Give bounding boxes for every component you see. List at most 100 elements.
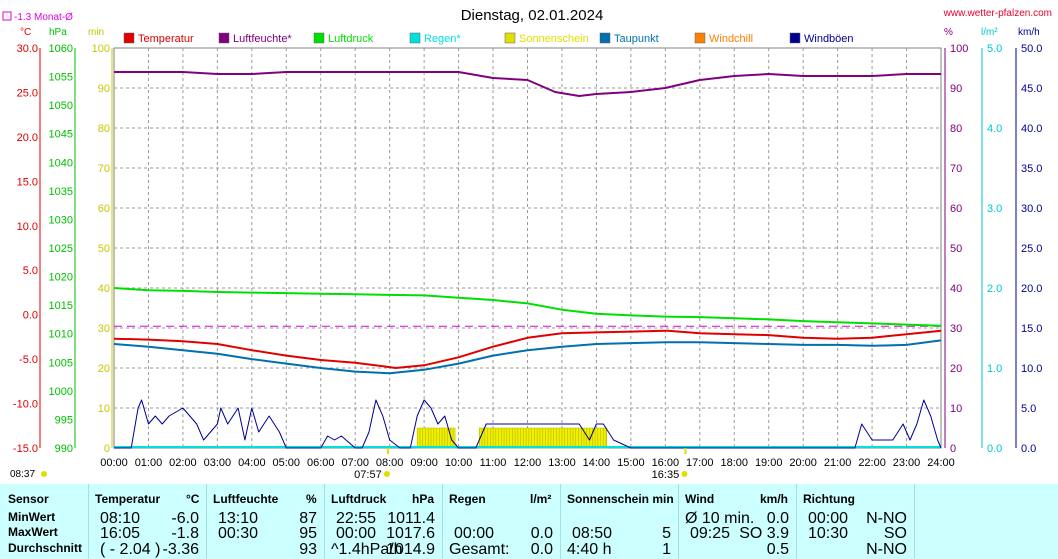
tick-label-rain: 1.0 — [987, 363, 1002, 375]
tick-label-time: 17:00 — [686, 457, 714, 469]
tick-label-pressure: 1030 — [49, 214, 73, 226]
tick-label-wind: 10.0 — [1021, 363, 1042, 375]
chart-title: Dienstag, 02.01.2024 — [461, 7, 604, 24]
tick-label-time: 04:00 — [238, 457, 266, 469]
tick-label-pressure: 1015 — [49, 300, 73, 312]
tick-label-rain: 0.0 — [987, 443, 1002, 455]
legend-label: Regen* — [424, 33, 461, 45]
legend-swatch — [218, 32, 230, 44]
tick-label-time: 19:00 — [755, 457, 783, 469]
tick-label-temp: 30.0 — [17, 43, 38, 55]
legend-label: Luftfeuchte* — [233, 33, 292, 45]
stats-table: Sensor MinWert MaxWert Durchschnitt Temp… — [0, 484, 1058, 559]
rain-total-val: 0.0 — [530, 541, 553, 558]
legend-swatch — [313, 32, 325, 44]
tick-label-pressure: 1055 — [49, 72, 73, 84]
tick-label-humidity: 40 — [950, 283, 962, 295]
legend-swatch — [599, 32, 611, 44]
tick-label-pressure: 1050 — [49, 100, 73, 112]
tick-label-time: 09:00 — [410, 457, 438, 469]
hdr-temp-unit: °C — [186, 492, 200, 506]
tick-label-temp: 10.0 — [17, 221, 38, 233]
row-avg-label: Durchschnitt — [8, 541, 83, 555]
tick-label-humidity: 30 — [950, 323, 962, 335]
tick-label-pressure: 1040 — [49, 157, 73, 169]
series-luftdruck — [113, 287, 942, 327]
tick-label-wind: 35.0 — [1021, 163, 1042, 175]
tick-label-time: 00:00 — [100, 457, 128, 469]
wind-min-val: 0.0 — [766, 510, 789, 527]
legend-swatch — [789, 32, 801, 44]
monthly-avg-icon — [2, 11, 12, 21]
dir-max-val: SO — [883, 525, 907, 542]
wind-avg-val: 0.5 — [766, 541, 789, 558]
tick-label-sun: 30 — [98, 323, 110, 335]
unit-wind: km/h — [1018, 27, 1040, 38]
tick-label-wind: 5.0 — [1021, 403, 1036, 415]
tick-label-humidity: 0 — [950, 443, 956, 455]
site-link[interactable]: www.wetter-pfalzen.com — [943, 8, 1052, 19]
tick-label-sun: 0 — [104, 443, 110, 455]
sun-icon — [41, 471, 47, 477]
tick-label-temp: -15.0 — [13, 443, 38, 455]
tick-label-time: 03:00 — [204, 457, 232, 469]
grid-lines — [114, 48, 941, 448]
tick-label-pressure: 1020 — [49, 272, 73, 284]
temp-max-val: -1.8 — [171, 525, 199, 542]
tick-label-temp: -5.0 — [19, 354, 38, 366]
rain-max-time: 00:00 — [454, 525, 495, 542]
tick-label-wind: 20.0 — [1021, 283, 1042, 295]
unit-pressure: hPa — [49, 27, 67, 38]
legend-swatch — [123, 32, 135, 44]
tick-label-humidity: 80 — [950, 123, 962, 135]
tick-label-sun: 100 — [92, 43, 110, 55]
bottom-left-time: 08:37 — [10, 469, 35, 480]
hum-max-val: 95 — [299, 525, 317, 542]
tick-label-wind: 45.0 — [1021, 83, 1042, 95]
tick-label-time: 12:00 — [514, 457, 542, 469]
wind-min-time: Ø 10 min. — [685, 510, 755, 527]
tick-label-rain: 4.0 — [987, 123, 1002, 135]
tick-label-time: 05:00 — [273, 457, 301, 469]
temp-avg-time: ( - 2.04 ) — [100, 541, 161, 558]
tick-label-rain: 5.0 — [987, 43, 1002, 55]
sunrise-label: 07:57 — [354, 469, 382, 481]
series-luftfeuchte — [114, 71, 941, 97]
tick-label-pressure: 1045 — [49, 129, 73, 141]
legend-swatch — [504, 32, 516, 44]
tick-label-time: 13:00 — [548, 457, 576, 469]
tick-label-wind: 0.0 — [1021, 443, 1036, 455]
legend-swatch — [694, 32, 706, 44]
hdr-sun: Sonnenschein min — [567, 492, 674, 506]
unit-sun: min — [88, 27, 104, 38]
monthly-avg-label: -1.3 Monat-Ø — [14, 12, 73, 23]
tick-label-time: 18:00 — [720, 457, 748, 469]
dir-min-time: 00:00 — [808, 510, 849, 527]
hdr-wind: Wind — [685, 492, 715, 506]
tick-label-sun: 20 — [98, 363, 110, 375]
tick-label-rain: 3.0 — [987, 203, 1002, 215]
sunrise-icon — [383, 471, 390, 477]
legend-label: Windchill — [709, 33, 753, 45]
press-max-time: 00:00 — [336, 525, 377, 542]
tick-label-sun: 80 — [98, 123, 110, 135]
tick-label-pressure: 1000 — [49, 386, 73, 398]
hum-max-time: 00:30 — [218, 525, 259, 542]
tick-label-temp: 20.0 — [17, 132, 38, 144]
sunshine-bars — [114, 427, 941, 449]
tick-label-time: 07:00 — [341, 457, 369, 469]
tick-label-time: 22:00 — [858, 457, 886, 469]
row-max-label: MaxWert — [8, 525, 58, 539]
wind-max-time: 09:25 — [690, 525, 731, 542]
hdr-hum: Luftfeuchte — [213, 492, 279, 506]
axes: 30.0 25.0 20.0 15.0 10.0 5.0 0.0 -5.0 -10.0 -15.0… — [13, 43, 1043, 481]
legend-label: Temperatur — [138, 33, 194, 45]
hdr-wind-unit: km/h — [760, 492, 789, 506]
hdr-sensor: Sensor — [8, 492, 49, 506]
weather-chart: 30.0 25.0 20.0 15.0 10.0 5.0 0.0 -5.0 -10.0 -15.0… — [2, 7, 1052, 481]
wind-max-val: SO 3.9 — [739, 525, 789, 542]
series-lines — [113, 71, 942, 449]
sun-total-time: 4:40 h — [567, 541, 612, 558]
tick-label-temp: 0.0 — [23, 310, 38, 322]
press-avg-val: 1014.9 — [386, 541, 435, 558]
